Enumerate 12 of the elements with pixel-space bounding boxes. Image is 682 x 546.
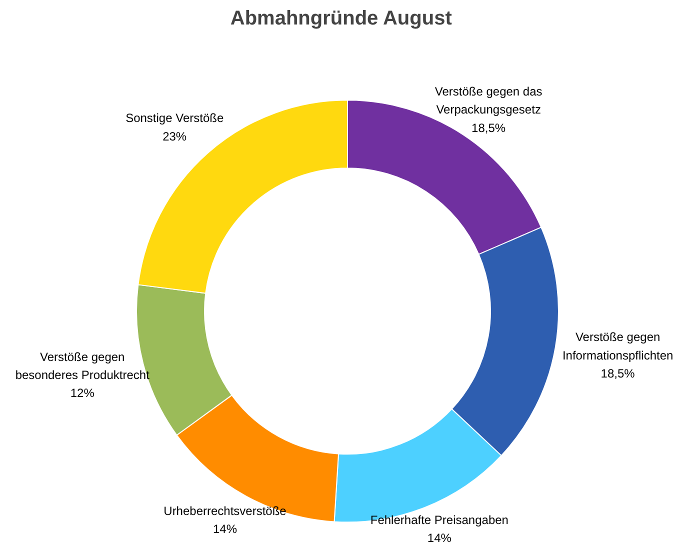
slice-label: Fehlerhafte Preisangaben: [370, 512, 508, 527]
chart-title: Abmahngründe August: [230, 8, 452, 30]
slice-label: Verstöße gegen das Verpackungsgesetz: [434, 84, 542, 117]
data-label: 23%: [162, 129, 187, 144]
data-label: 14%: [212, 522, 238, 536]
data-label: 12%: [70, 386, 95, 400]
data-label: 14%: [427, 530, 452, 545]
data-label: 18,5%: [472, 120, 506, 135]
slice-label: Urheberrechtsverstöße: [164, 504, 287, 518]
slice-label: Sonstige Verstöße: [126, 111, 224, 126]
slice-label: Verstöße gegen Informationspflichten: [562, 330, 674, 362]
data-label: 18,5%: [600, 366, 636, 381]
